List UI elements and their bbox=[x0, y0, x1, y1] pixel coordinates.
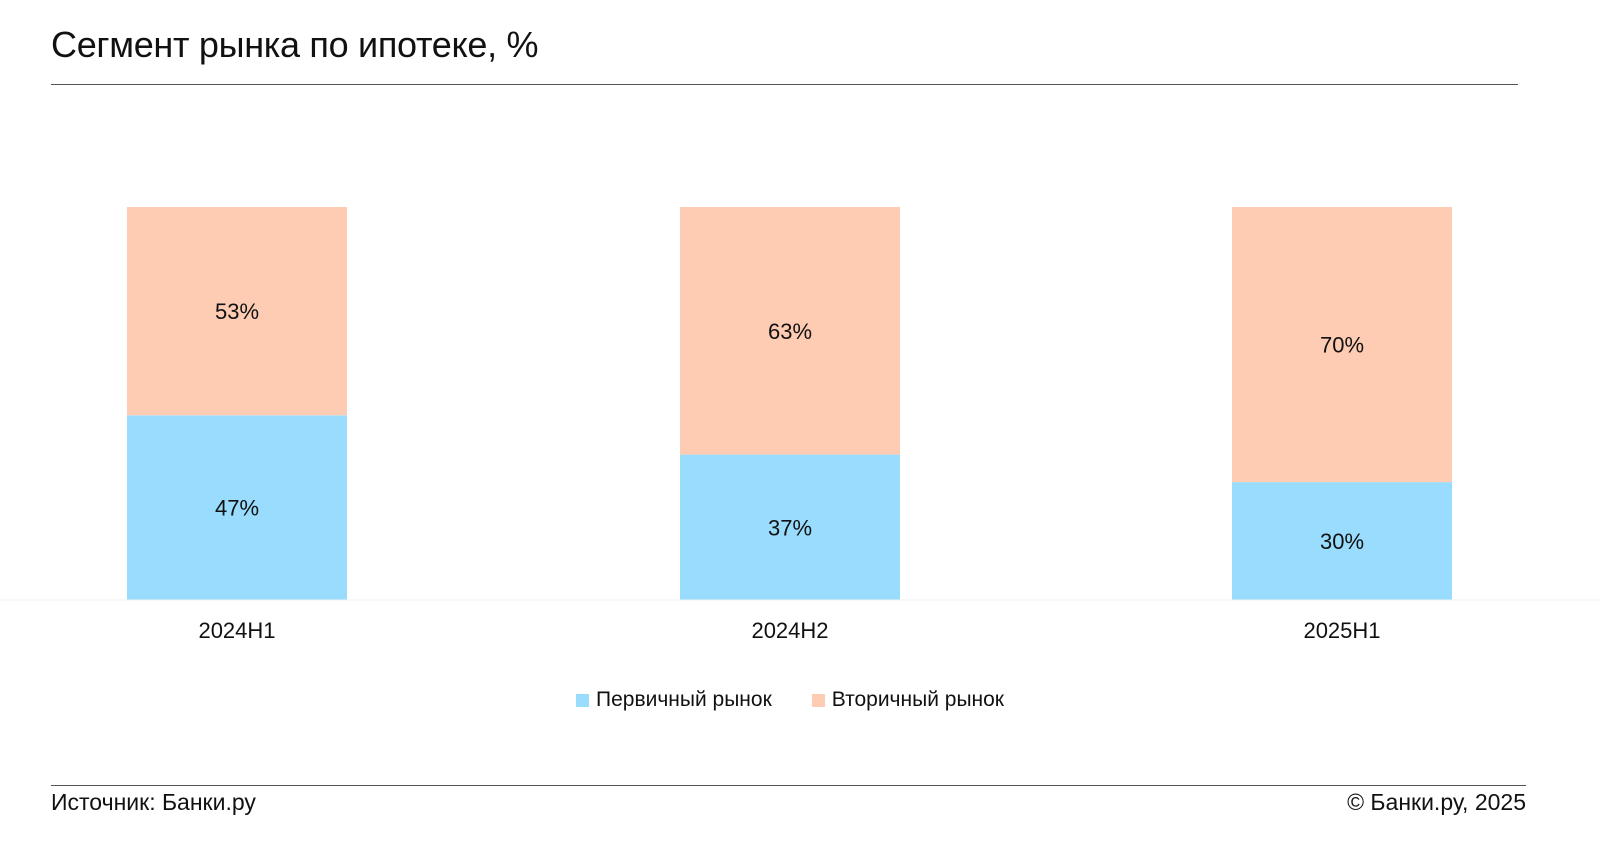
chart-legend: Первичный рынок Вторичный рынок bbox=[0, 688, 1580, 712]
bar-primary-2024H1 bbox=[127, 415, 347, 600]
data-label-secondary-2024H2: 63% bbox=[768, 319, 812, 344]
data-label-secondary-2024H1: 53% bbox=[215, 299, 259, 324]
chart-title: Сегмент рынка по ипотеке, % bbox=[51, 24, 539, 65]
bar-primary-2024H2 bbox=[680, 454, 900, 600]
legend-swatch-secondary bbox=[811, 693, 825, 707]
x-tick-label-2024H2: 2024H2 bbox=[751, 618, 828, 643]
bar-secondary-2025H1 bbox=[1232, 207, 1452, 483]
data-label-primary-2025H1: 30% bbox=[1320, 529, 1364, 554]
data-label-primary-2024H1: 47% bbox=[215, 496, 259, 521]
x-tick-label-2025H1: 2025H1 bbox=[1303, 618, 1380, 643]
copyright-note: © Банки.ру, 2025 bbox=[1347, 789, 1526, 815]
legend-item-secondary: Вторичный рынок bbox=[811, 688, 1004, 712]
source-note: Источник: Банки.ру bbox=[51, 789, 256, 815]
footer-divider bbox=[51, 785, 1526, 786]
bar-secondary-2024H2 bbox=[680, 207, 900, 455]
title-divider bbox=[51, 84, 1518, 85]
legend-label-secondary: Вторичный рынок bbox=[831, 688, 1004, 711]
legend-label-primary: Первичный рынок bbox=[596, 688, 772, 711]
stacked-bar-chart: 47% 53% 2024H1 37% 63% 2024H2 30% 70% 2025H1 bbox=[0, 207, 1600, 643]
legend-swatch-primary bbox=[576, 693, 589, 707]
legend-item-primary: Первичный рынок bbox=[576, 688, 772, 712]
data-label-secondary-2025H1: 70% bbox=[1320, 333, 1364, 358]
x-tick-label-2024H1: 2024H1 bbox=[198, 618, 275, 643]
bar-primary-2025H1 bbox=[1232, 482, 1452, 600]
data-label-primary-2024H2: 37% bbox=[768, 515, 812, 540]
bar-secondary-2024H1 bbox=[127, 207, 347, 416]
